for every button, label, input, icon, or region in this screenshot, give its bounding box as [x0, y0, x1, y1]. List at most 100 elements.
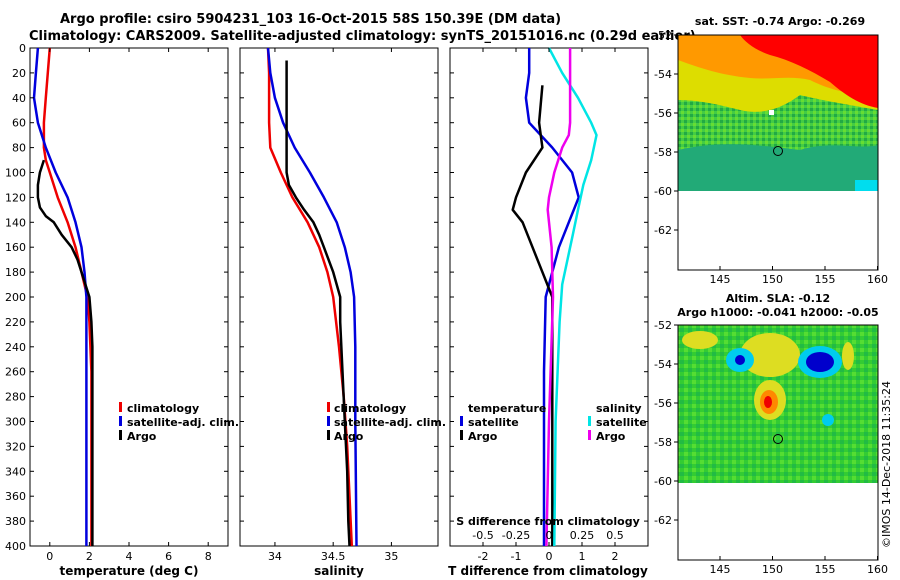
watermark: ©IMOS 14-Dec-2018 11:35:24 — [880, 381, 893, 548]
depth-tick-label: 380 — [5, 515, 26, 528]
lon-tick-label: 155 — [815, 563, 836, 576]
sst-map-title: sat. SST: -0.74 Argo: -0.269 — [695, 15, 865, 28]
x-tick-label: -2 — [478, 550, 489, 563]
series-t-argo — [511, 85, 554, 546]
lat-tick-label: -60 — [654, 185, 672, 198]
sst-argo-location-circle — [773, 146, 783, 156]
legend-title-salinity: salinity — [596, 402, 642, 415]
legend-label-climatology: climatology — [127, 402, 199, 415]
depth-tick-label: 80 — [12, 142, 26, 155]
x2-tick-label: 0.25 — [570, 529, 595, 542]
sla-map-title-1: Altim. SLA: -0.12 — [726, 292, 830, 305]
legend-label-climatology: climatology — [334, 402, 406, 415]
legend-swatch-argo — [327, 430, 330, 440]
depth-tick-label: 220 — [5, 316, 26, 329]
temperature-xlabel: temperature (deg C) — [60, 564, 199, 578]
salinity-series — [266, 47, 358, 547]
depth-tick-label: 280 — [5, 391, 26, 404]
sla-field-red — [764, 396, 772, 408]
lon-tick-label: 160 — [867, 273, 888, 286]
depth-tick-label: 100 — [5, 167, 26, 180]
temperature-x-ticks: 0 2 4 6 8 — [30, 47, 228, 563]
sla-field-blue-1 — [735, 355, 745, 365]
temperature-legend: climatology satellite-adj. clim. Argo — [119, 402, 239, 443]
legend-swatch-climatology — [327, 402, 330, 412]
sla-lat-ticks: -52 -54 -56 -58 -60 -62 — [654, 319, 678, 527]
difference-legend: temperature satellite Argo salinity sate… — [460, 402, 647, 443]
depth-tick-label: 240 — [5, 341, 26, 354]
x2-tick-label: 0.5 — [606, 529, 624, 542]
x-tick-label: 1 — [579, 550, 586, 563]
sla-field-blue-2 — [806, 352, 834, 372]
lon-tick-label: 145 — [710, 563, 731, 576]
x-tick-label: 2 — [86, 550, 93, 563]
sst-field-teal — [678, 144, 878, 191]
x2-tick-label: -0.5 — [472, 529, 493, 542]
legend-swatch-s-satellite — [588, 416, 591, 426]
series-argo — [36, 159, 94, 546]
lon-tick-label: 145 — [710, 273, 731, 286]
lat-tick-label: -60 — [654, 475, 672, 488]
sst-argo-marker-white — [769, 110, 774, 115]
series-climatology — [42, 47, 93, 546]
lat-tick-label: -58 — [654, 146, 672, 159]
series-s-satellite — [547, 47, 598, 547]
legend-swatch-t-argo — [460, 430, 463, 440]
depth-tick-label: 400 — [5, 540, 26, 553]
depth-tick-label: 40 — [12, 92, 26, 105]
temperature-series — [32, 47, 94, 546]
x2-tick-label: -0.25 — [502, 529, 530, 542]
legend-swatch-satellite — [327, 416, 330, 426]
sst-lat-ticks: -52 -54 -56 -58 -60 -62 — [654, 29, 678, 237]
legend-swatch-s-argo — [588, 430, 591, 440]
legend-label-satellite: satellite-adj. clim. — [127, 416, 239, 429]
legend-label-s-satellite: satellite — [596, 416, 647, 429]
lat-tick-label: -56 — [654, 397, 672, 410]
sst-field-red — [740, 35, 878, 108]
x-tick-label: 35 — [384, 550, 398, 563]
depth-tick-label: 260 — [5, 366, 26, 379]
legend-label-argo: Argo — [334, 430, 364, 443]
lon-tick-label: 160 — [867, 563, 888, 576]
sla-map-title-2: Argo h1000: -0.041 h2000: -0.05 — [677, 306, 878, 319]
legend-label-argo: Argo — [127, 430, 157, 443]
legend-title-temperature: temperature — [468, 402, 546, 415]
temperature-plot-area — [29, 47, 229, 547]
lat-tick-label: -52 — [654, 319, 672, 332]
sla-map-panel: Altim. SLA: -0.12 Argo h1000: -0.041 h20… — [654, 292, 888, 576]
series-argo — [285, 60, 351, 547]
legend-swatch-satellite — [119, 416, 122, 426]
depth-tick-label: 0 — [19, 42, 26, 55]
x-tick-label: 34.5 — [321, 550, 346, 563]
depth-tick-label: 120 — [5, 191, 26, 204]
x-tick-label: 6 — [165, 550, 172, 563]
difference-panel: -2 -1 0 1 2 -0.5 -0.25 0 0.25 0.5 S difference f… — [448, 47, 649, 578]
lat-tick-label: -58 — [654, 436, 672, 449]
lat-tick-label: -54 — [654, 358, 672, 371]
x-tick-label: 4 — [126, 550, 133, 563]
sst-field-cyan — [855, 180, 878, 191]
depth-tick-label: 140 — [5, 216, 26, 229]
title-line-2: Climatology: CARS2009. Satellite-adjuste… — [29, 29, 696, 44]
difference-series — [511, 47, 598, 547]
x-tick-label: 8 — [205, 550, 212, 563]
lat-tick-label: -62 — [654, 514, 672, 527]
legend-swatch-climatology — [119, 402, 122, 412]
depth-tick-label: 60 — [12, 117, 26, 130]
x-tick-label: 34 — [268, 550, 282, 563]
series-satellite-adj-clim- — [266, 47, 358, 547]
lon-tick-label: 150 — [762, 273, 783, 286]
depth-tick-label: 300 — [5, 416, 26, 429]
lon-tick-label: 155 — [815, 273, 836, 286]
series-t-satellite — [524, 48, 580, 546]
series-s-argo — [545, 48, 572, 547]
sla-field-yellow-4 — [842, 342, 854, 370]
legend-label-t-satellite: satellite — [468, 416, 519, 429]
difference-x2label: S difference from climatology — [456, 515, 640, 528]
series-satellite-adj-clim- — [32, 47, 88, 546]
x2-tick-label: 0 — [546, 529, 553, 542]
legend-label-satellite: satellite-adj. clim. — [334, 416, 446, 429]
difference-x2-ticks: -0.5 -0.25 0 0.25 0.5 — [472, 529, 623, 542]
depth-tick-label: 320 — [5, 440, 26, 453]
